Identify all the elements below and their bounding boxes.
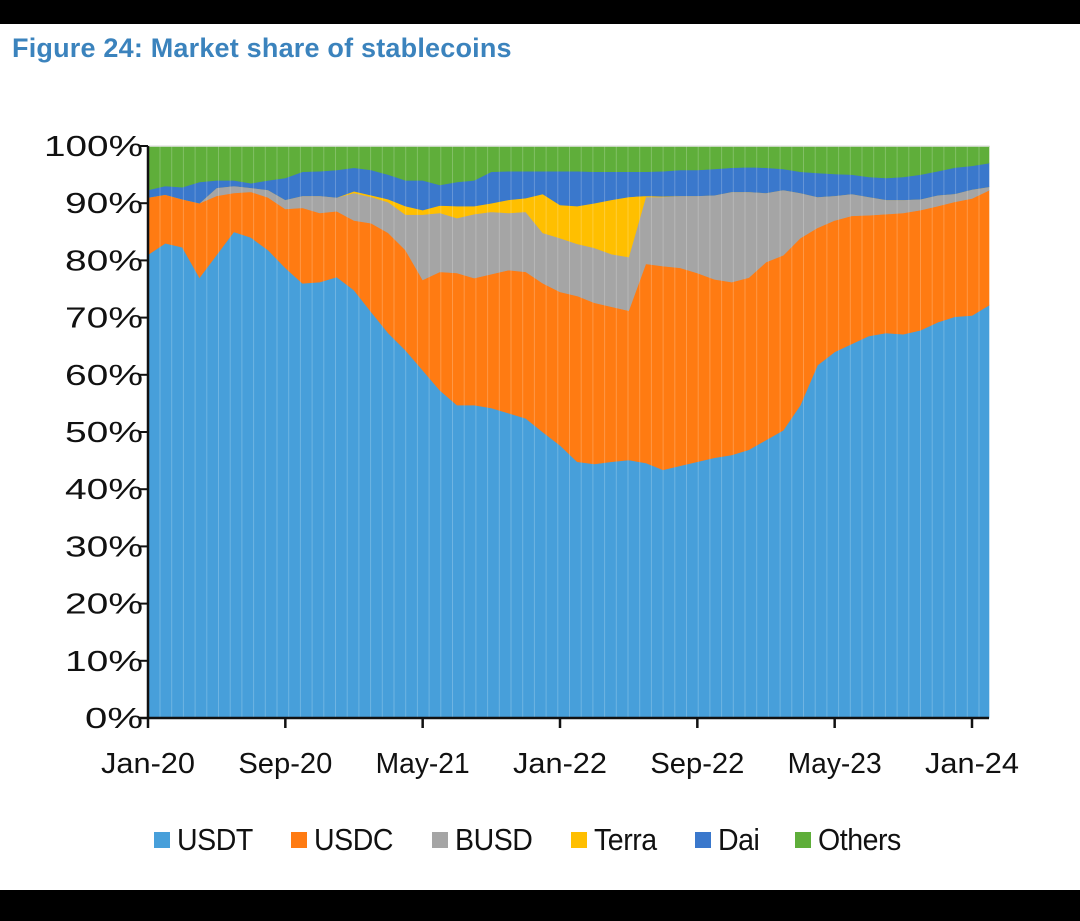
- x-tick-label: May-23: [788, 748, 882, 780]
- y-tick-label: 0%: [85, 703, 143, 735]
- x-tick-label: Sep-22: [650, 748, 744, 780]
- legend-label: USDT: [177, 822, 253, 857]
- legend-swatch: [432, 832, 449, 848]
- legend-item-busd: BUSD: [432, 822, 539, 858]
- y-tick-label: 70%: [65, 303, 143, 335]
- legend-label: Dai: [717, 822, 760, 857]
- legend-label: Terra: [594, 822, 658, 857]
- legend-swatch: [794, 832, 811, 848]
- x-tick-label: Sep-20: [238, 748, 332, 780]
- y-tick-label: 20%: [65, 589, 143, 621]
- figure-title: Figure 24: Market share of stablecoins: [12, 33, 512, 63]
- legend-label: BUSD: [455, 822, 533, 857]
- legend-swatch: [694, 832, 711, 848]
- y-tick-label: 100%: [44, 131, 143, 163]
- legend-item-usdt: USDT: [154, 822, 259, 858]
- y-tick-label: 30%: [65, 531, 143, 563]
- legend-item-terra: Terra: [571, 822, 662, 858]
- legend-swatch: [291, 832, 308, 848]
- y-tick-label: 40%: [65, 474, 143, 506]
- legend-item-others: Others: [794, 822, 908, 858]
- x-tick-label: Jan-20: [101, 748, 195, 780]
- x-tick-label: May-21: [376, 748, 470, 780]
- y-tick-label: 90%: [65, 188, 143, 220]
- x-axis-ticks: Jan-20 Sep-20 May-21 Jan-22 Sep-22 May-23 Jan-…: [101, 718, 1019, 780]
- x-tick-label: Jan-22: [513, 748, 607, 780]
- legend-swatch: [571, 832, 588, 848]
- y-tick-label: 50%: [65, 417, 143, 449]
- y-tick-label: 60%: [65, 360, 143, 392]
- legend-label: Others: [817, 822, 901, 857]
- legend-item-usdc: USDC: [291, 822, 400, 858]
- legend-swatch: [154, 832, 170, 848]
- legend-label: USDC: [314, 822, 394, 857]
- vertical-separators: [159, 146, 980, 718]
- chart-legend: USDT USDC BUSD Terra Dai Others: [154, 822, 940, 858]
- series-areas: [147, 145, 990, 719]
- y-tick-label: 10%: [65, 646, 143, 678]
- legend-item-dai: Dai: [694, 822, 763, 858]
- y-tick-label: 80%: [65, 245, 143, 277]
- x-tick-label: Jan-24: [925, 748, 1019, 780]
- y-axis-ticks: 0% 10% 20% 30% 40% 50% 60% 70% 80% 90% 100%: [44, 131, 148, 735]
